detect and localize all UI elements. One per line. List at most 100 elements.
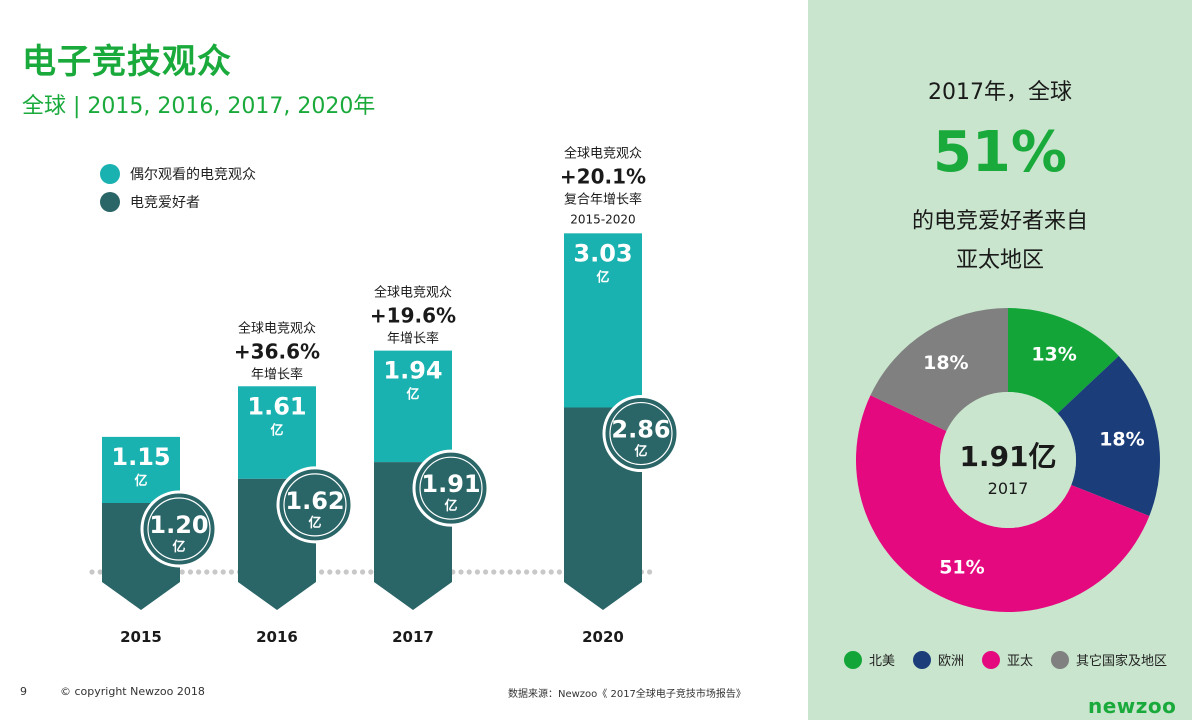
pie-legend-label: 北美 <box>869 654 896 669</box>
category-label: 2015 <box>120 628 162 646</box>
annotation-text: 全球电竞观众 <box>238 320 316 336</box>
baseline-dot <box>466 569 472 575</box>
badge-inner-ring <box>147 497 211 561</box>
baseline-dot <box>483 569 489 575</box>
baseline-dot <box>540 569 546 575</box>
legend-dot-icon <box>913 650 932 669</box>
bar-occasional <box>374 350 452 463</box>
category-label: 2020 <box>582 628 624 646</box>
baseline-dot <box>499 569 505 575</box>
donut-slice <box>1008 308 1119 414</box>
page-title: 电子竞技观众 <box>22 42 232 82</box>
bar-occasional <box>238 386 316 479</box>
annotation-growth: +19.6% <box>370 304 456 328</box>
legend-item-enthusiast: 电竞爱好者 <box>100 188 256 216</box>
baseline-dot <box>360 569 366 575</box>
category-label: 2016 <box>256 628 298 646</box>
bar-value-occasional: 1.94 <box>383 357 442 385</box>
data-source: 数据来源：Newzoo《 2017全球电子竞技市场报告》 <box>508 689 746 700</box>
pie-title-line3: 亚太地区 <box>955 248 1044 273</box>
bar-value-occasional: 3.03 <box>573 239 632 267</box>
right-panel: 2017年，全球 51% 的电竞爱好者来自 亚太地区 13% 18% 51% 18% 1… <box>808 0 1192 720</box>
slice-label: 18% <box>1099 428 1144 450</box>
baseline-dot <box>319 569 325 575</box>
baseline-dot <box>212 569 218 575</box>
baseline-dot <box>491 569 497 575</box>
baseline-dot <box>351 569 357 575</box>
legend-label: 电竞爱好者 <box>130 195 200 211</box>
bar-occasional <box>102 436 180 503</box>
baseline-dot <box>89 569 95 575</box>
left-panel: 电子竞技观众 全球 | 2015, 2016, 2017, 2020年 偶尔观看… <box>20 42 746 700</box>
baseline-dot <box>532 569 538 575</box>
baseline-dot <box>196 569 202 575</box>
category-label: 2017 <box>392 628 434 646</box>
baseline-dot <box>228 569 234 575</box>
slice-label: 13% <box>1031 344 1076 366</box>
bar-legend: 偶尔观看的电竞观众 电竞爱好者 <box>100 160 256 216</box>
copyright: © copyright Newzoo 2018 <box>60 685 205 698</box>
annotation-text: 年增长率 <box>251 366 303 382</box>
page-subtitle: 全球 | 2015, 2016, 2017, 2020年 <box>22 94 376 119</box>
donut-slice <box>870 308 1008 432</box>
bar-value-enthusiast: 1.62 <box>285 487 344 515</box>
badge-ring <box>276 466 354 544</box>
baseline-dot <box>458 569 464 575</box>
pie-legend-item-eu: 欧洲 <box>913 650 964 669</box>
bar-unit-label: 亿 <box>596 269 609 285</box>
annotation-text: 年增长率 <box>387 331 439 347</box>
baseline-dot <box>524 569 530 575</box>
annotation-text: 全球电竞观众 <box>374 285 452 301</box>
pie-title-line2: 的电竞爱好者来自 <box>911 209 1088 234</box>
annotation-growth: +20.1% <box>560 164 646 188</box>
annotation-growth: +36.6% <box>234 339 320 363</box>
baseline-dot <box>335 569 341 575</box>
bar-value-enthusiast: 1.91 <box>421 470 480 498</box>
pie-legend-label: 欧洲 <box>938 654 965 669</box>
badge-ring <box>412 449 490 527</box>
baseline-dot <box>515 569 522 575</box>
legend-dot-icon <box>1051 650 1070 669</box>
baseline-dot <box>343 569 349 575</box>
legend-dot-icon <box>982 650 1001 669</box>
baseline-dot <box>507 569 513 575</box>
bar-value-occasional: 1.61 <box>247 392 306 420</box>
pie-legend-item-na: 北美 <box>844 650 895 669</box>
pie-legend-item-apac: 亚太 <box>982 650 1033 669</box>
bar-occasional <box>564 233 642 408</box>
newzoo-logo: newzoo <box>1088 694 1177 718</box>
baseline-dot <box>220 569 226 575</box>
bar-unit-label: 亿 <box>406 387 419 403</box>
page-number: 9 <box>20 685 27 698</box>
badge-unit-label: 亿 <box>308 515 321 531</box>
badge-unit-label: 亿 <box>444 498 457 514</box>
baseline-dot <box>179 569 185 575</box>
pie-title-line1: 2017年，全球 <box>928 80 1072 105</box>
bar-value-enthusiast: 1.20 <box>149 511 208 539</box>
bar-chart: 1.15亿1.20亿20151.61亿1.62亿2016全球电竞观众+36.6%… <box>89 145 680 646</box>
badge-ring <box>140 490 218 568</box>
donut-slice <box>855 395 1150 613</box>
legend-item-occasional: 偶尔观看的电竞观众 <box>100 160 256 188</box>
slice-label: 18% <box>923 352 968 374</box>
bar-value-occasional: 1.15 <box>111 443 170 471</box>
legend-dot-icon <box>100 192 120 212</box>
badge-ring <box>602 395 680 473</box>
baseline-dot <box>556 569 563 575</box>
bar-unit-label: 亿 <box>270 422 283 438</box>
pie-legend-item-row: 其它国家及地区 <box>1051 650 1167 669</box>
legend-label: 偶尔观看的电竞观众 <box>130 167 256 183</box>
badge-inner-ring <box>419 456 483 520</box>
legend-dot-icon <box>100 164 120 184</box>
baseline-dot <box>647 569 653 575</box>
badge-unit-label: 亿 <box>172 539 185 555</box>
baseline-dot <box>187 569 193 575</box>
baseline-dot <box>204 569 210 575</box>
slice-label: 51% <box>939 556 984 578</box>
donut-chart: 13% 18% 51% 18% 1.91亿 2017 <box>855 308 1160 613</box>
baseline-dot <box>97 569 103 575</box>
pie-highlight: 51% <box>932 120 1068 185</box>
donut-hole <box>940 392 1076 528</box>
bar-unit-label: 亿 <box>134 473 147 489</box>
donut-center-value: 1.91亿 <box>959 440 1056 473</box>
